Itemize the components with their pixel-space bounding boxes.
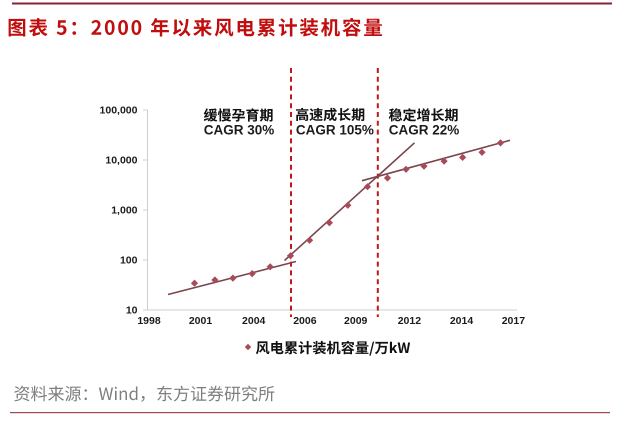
svg-text:2006: 2006 bbox=[293, 315, 317, 327]
svg-text:2012: 2012 bbox=[398, 315, 422, 327]
svg-text:CAGR 30%: CAGR 30% bbox=[204, 123, 275, 138]
svg-text:10: 10 bbox=[126, 304, 138, 316]
svg-text:2001: 2001 bbox=[189, 315, 213, 327]
svg-text:2017: 2017 bbox=[502, 315, 526, 327]
svg-text:2009: 2009 bbox=[344, 315, 368, 327]
svg-text:100: 100 bbox=[120, 254, 138, 266]
svg-text:CAGR 22%: CAGR 22% bbox=[389, 123, 460, 138]
svg-text:2004: 2004 bbox=[242, 315, 266, 327]
svg-text:100,000: 100,000 bbox=[100, 104, 138, 116]
svg-text:1998: 1998 bbox=[137, 315, 161, 327]
svg-text:2014: 2014 bbox=[450, 315, 474, 327]
svg-text:10,000: 10,000 bbox=[105, 154, 137, 166]
svg-text:1,000: 1,000 bbox=[111, 204, 137, 216]
svg-text:CAGR 105%: CAGR 105% bbox=[296, 123, 374, 138]
